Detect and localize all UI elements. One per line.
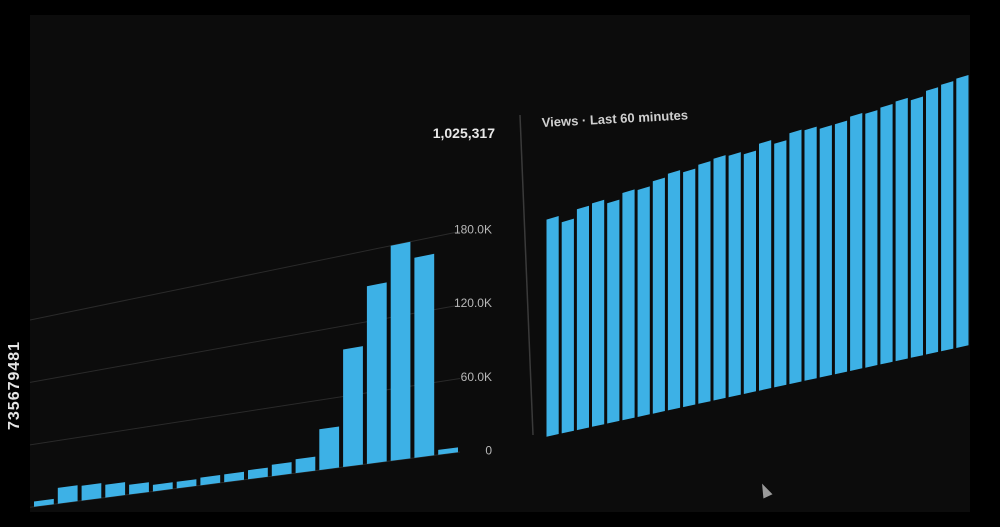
realtime-bar: [910, 96, 923, 358]
realtime-bar: [592, 199, 605, 427]
realtime-bar: [956, 75, 969, 348]
bar: [176, 479, 197, 489]
realtime-bar: [880, 104, 893, 365]
realtime-bar: [607, 199, 620, 424]
bar: [105, 482, 126, 498]
gridline: [30, 304, 461, 383]
y-tick-label: 180.0K: [454, 222, 492, 236]
bar: [81, 483, 102, 501]
bar: [319, 426, 340, 471]
realtime-bar: [561, 218, 574, 434]
realtime-bar: [743, 150, 756, 394]
realtime-bar: [941, 81, 954, 352]
realtime-bar: [713, 155, 726, 401]
bar: [248, 467, 268, 480]
realtime-bar: [789, 129, 802, 385]
realtime-bar: [637, 186, 650, 417]
realtime-bar: [576, 205, 589, 431]
bar: [271, 462, 292, 477]
analytics-screen: 180.0K 120.0K 60.0K 0 1,025,317 Views · Las…: [30, 15, 970, 512]
bar: [366, 282, 387, 464]
realtime-bar: [926, 87, 939, 355]
realtime-bar: [819, 125, 832, 378]
left-chart-y-axis: 180.0K 120.0K 60.0K 0: [454, 222, 492, 457]
realtime-bar: [850, 113, 863, 371]
side-id-text: 735679481: [6, 340, 23, 430]
bar: [129, 482, 149, 495]
bar: [34, 498, 54, 507]
bar: [438, 447, 458, 455]
gridline: [30, 231, 461, 321]
gridline: [30, 378, 461, 446]
bar: [57, 485, 78, 504]
left-chart-bars: [34, 241, 458, 507]
bar: [295, 456, 316, 474]
bar: [200, 475, 221, 486]
left-chart-gridlines: [30, 231, 461, 508]
y-tick-label: 120.0K: [454, 296, 492, 310]
bar: [390, 241, 411, 461]
bar: [414, 253, 435, 458]
realtime-bar: [622, 189, 635, 421]
realtime-bar: [774, 140, 787, 388]
bar: [224, 471, 244, 483]
realtime-bar: [546, 216, 559, 437]
panel-divider: [519, 114, 534, 436]
analytics-charts: 180.0K 120.0K 60.0K 0 1,025,317 Views · Las…: [30, 75, 969, 508]
bar: [343, 346, 363, 467]
gridline: [30, 451, 461, 508]
realtime-bar: [683, 168, 696, 408]
y-tick-label: 60.0K: [461, 370, 492, 384]
realtime-bar: [834, 120, 848, 375]
y-tick-label: 0: [485, 444, 492, 458]
realtime-bar: [865, 110, 878, 368]
realtime-bar: [759, 140, 772, 391]
realtime-bar: [728, 152, 741, 398]
realtime-bar: [804, 126, 817, 381]
realtime-bar: [698, 161, 711, 404]
total-views-label: 1,025,317: [433, 125, 495, 141]
realtime-chart-bars: [546, 75, 969, 437]
realtime-bar: [652, 177, 665, 414]
realtime-bar: [667, 170, 681, 411]
bar: [152, 482, 173, 492]
realtime-bar: [895, 97, 908, 362]
realtime-panel-title: Views · Last 60 minutes: [541, 107, 688, 130]
